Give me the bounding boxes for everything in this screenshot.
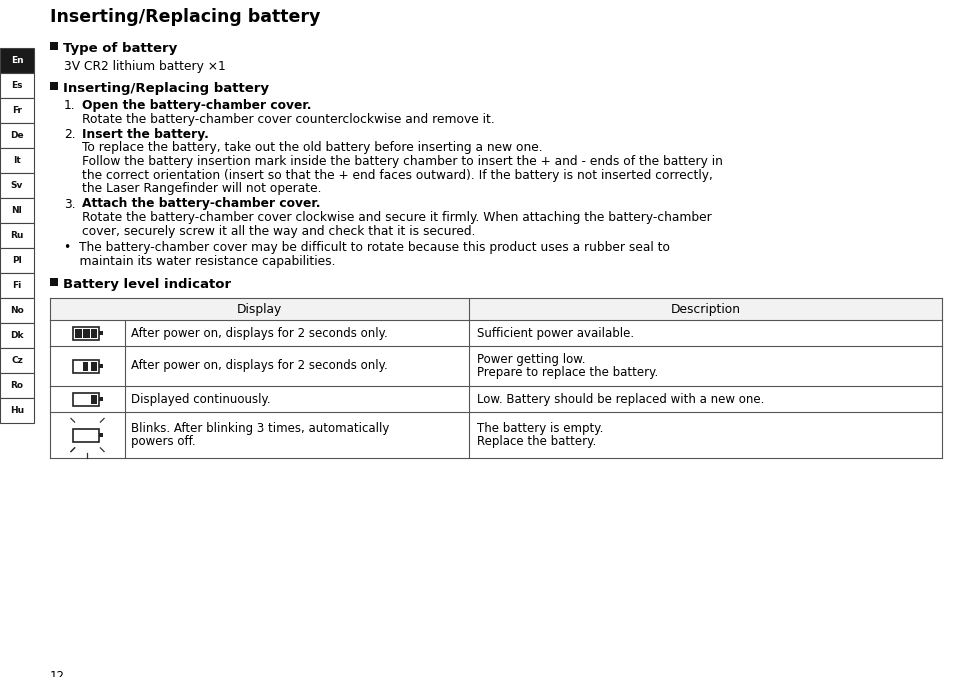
Text: Pl: Pl: [12, 256, 22, 265]
Text: 12: 12: [50, 670, 65, 677]
Bar: [99, 433, 103, 437]
Bar: [0, 148, 34, 173]
Text: Blinks. After blinking 3 times, automatically: Blinks. After blinking 3 times, automati…: [131, 422, 389, 435]
Text: maintain its water resistance capabilities.: maintain its water resistance capabiliti…: [64, 255, 335, 267]
Bar: [0, 273, 34, 298]
Text: Fr: Fr: [12, 106, 22, 115]
Bar: [50, 82, 58, 90]
Text: No: No: [10, 306, 24, 315]
Text: Cz: Cz: [11, 356, 23, 365]
Bar: [91, 328, 97, 338]
Text: It: It: [13, 156, 21, 165]
Text: Ro: Ro: [10, 381, 24, 390]
Text: After power on, displays for 2 seconds only.: After power on, displays for 2 seconds o…: [131, 326, 387, 339]
Text: Rotate the battery-chamber cover clockwise and secure it firmly. When attaching : Rotate the battery-chamber cover clockwi…: [82, 211, 711, 224]
Bar: [50, 298, 941, 320]
Bar: [0, 398, 34, 423]
Bar: [99, 364, 103, 368]
Text: Description: Description: [670, 303, 740, 315]
Bar: [0, 248, 34, 273]
Text: 1.: 1.: [64, 99, 75, 112]
Text: Battery level indicator: Battery level indicator: [63, 278, 231, 291]
Text: Nl: Nl: [11, 206, 22, 215]
Bar: [83, 328, 90, 338]
Text: Dk: Dk: [10, 331, 24, 340]
Bar: [91, 395, 97, 403]
Bar: [99, 330, 103, 336]
Bar: [91, 362, 97, 370]
Bar: [0, 198, 34, 223]
Text: The battery is empty.: The battery is empty.: [476, 422, 602, 435]
Bar: [0, 323, 34, 348]
Bar: [0, 348, 34, 373]
Bar: [73, 429, 99, 441]
Bar: [0, 223, 34, 248]
Text: After power on, displays for 2 seconds only.: After power on, displays for 2 seconds o…: [131, 359, 387, 372]
Text: Displayed continuously.: Displayed continuously.: [131, 393, 271, 406]
Text: Es: Es: [11, 81, 23, 90]
Text: 3.: 3.: [64, 198, 75, 211]
Text: 3V CR2 lithium battery ×1: 3V CR2 lithium battery ×1: [64, 60, 226, 73]
Bar: [83, 362, 88, 370]
Bar: [73, 326, 99, 339]
Text: •  The battery-chamber cover may be difficult to rotate because this product use: • The battery-chamber cover may be diffi…: [64, 241, 669, 254]
Text: Sufficient power available.: Sufficient power available.: [476, 326, 634, 339]
Text: powers off.: powers off.: [131, 435, 195, 448]
Text: Power getting low.: Power getting low.: [476, 353, 585, 366]
Bar: [50, 42, 58, 50]
Bar: [0, 298, 34, 323]
Bar: [73, 359, 99, 372]
Text: De: De: [10, 131, 24, 140]
Text: Fi: Fi: [12, 281, 22, 290]
Text: Follow the battery insertion mark inside the battery chamber to insert the + and: Follow the battery insertion mark inside…: [82, 155, 722, 168]
Bar: [50, 278, 58, 286]
Text: 2.: 2.: [64, 128, 75, 141]
Bar: [0, 73, 34, 98]
Text: Hu: Hu: [10, 406, 24, 415]
Bar: [0, 123, 34, 148]
Text: Replace the battery.: Replace the battery.: [476, 435, 596, 448]
Bar: [99, 397, 103, 401]
Text: Display: Display: [236, 303, 282, 315]
Text: Sv: Sv: [10, 181, 23, 190]
Text: Attach the battery-chamber cover.: Attach the battery-chamber cover.: [82, 198, 320, 211]
Text: En: En: [10, 56, 23, 65]
Text: Open the battery-chamber cover.: Open the battery-chamber cover.: [82, 99, 312, 112]
Text: Rotate the battery-chamber cover counterclockwise and remove it.: Rotate the battery-chamber cover counter…: [82, 112, 495, 125]
Bar: [0, 98, 34, 123]
Text: the Laser Rangefinder will not operate.: the Laser Rangefinder will not operate.: [82, 182, 321, 195]
Bar: [0, 373, 34, 398]
Bar: [0, 48, 34, 73]
Text: Insert the battery.: Insert the battery.: [82, 128, 209, 141]
Text: Prepare to replace the battery.: Prepare to replace the battery.: [476, 366, 658, 379]
Bar: [0, 173, 34, 198]
Text: Ru: Ru: [10, 231, 24, 240]
Text: Inserting/Replacing battery: Inserting/Replacing battery: [63, 82, 269, 95]
Text: Inserting/Replacing battery: Inserting/Replacing battery: [50, 8, 320, 26]
Bar: [73, 393, 99, 406]
Text: cover, securely screw it all the way and check that it is secured.: cover, securely screw it all the way and…: [82, 225, 475, 238]
Bar: [75, 328, 82, 338]
Text: Low. Battery should be replaced with a new one.: Low. Battery should be replaced with a n…: [476, 393, 763, 406]
Text: the correct orientation (insert so that the + end faces outward). If the battery: the correct orientation (insert so that …: [82, 169, 712, 181]
Text: Type of battery: Type of battery: [63, 42, 177, 55]
Text: To replace the battery, take out the old battery before inserting a new one.: To replace the battery, take out the old…: [82, 141, 542, 154]
